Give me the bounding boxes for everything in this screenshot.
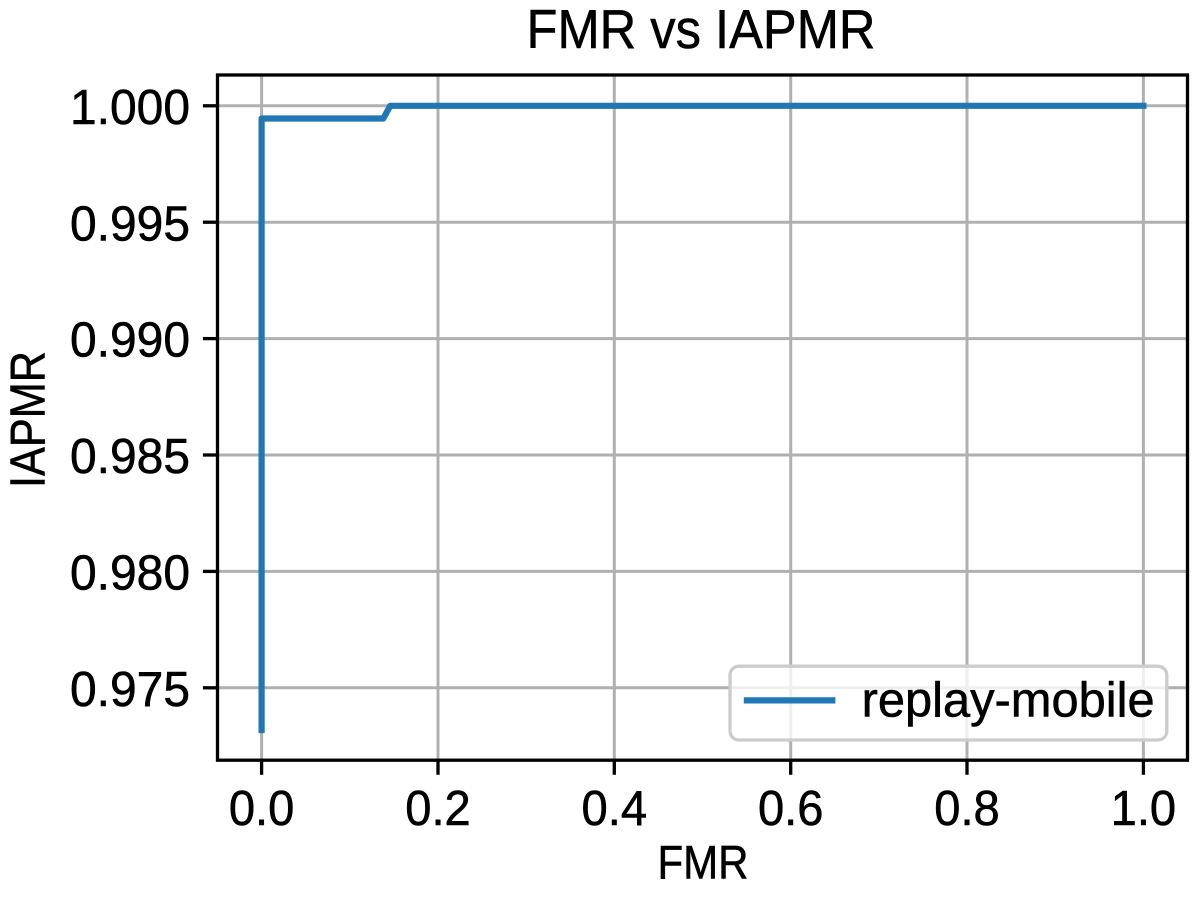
svg-text:0.985: 0.985	[70, 430, 190, 484]
svg-text:0.2: 0.2	[405, 782, 471, 836]
svg-text:0.6: 0.6	[758, 782, 824, 836]
svg-text:1.000: 1.000	[70, 81, 190, 135]
svg-text:0.0: 0.0	[229, 782, 295, 836]
svg-text:FMR vs IAPMR: FMR vs IAPMR	[527, 0, 876, 60]
svg-text:0.995: 0.995	[70, 197, 190, 251]
svg-text:replay-mobile: replay-mobile	[862, 673, 1155, 727]
svg-text:0.4: 0.4	[582, 782, 648, 836]
svg-text:0.980: 0.980	[70, 547, 190, 601]
svg-text:0.975: 0.975	[70, 663, 190, 717]
svg-text:0.990: 0.990	[70, 314, 190, 368]
svg-text:0.8: 0.8	[934, 782, 1000, 836]
svg-text:1.0: 1.0	[1111, 782, 1177, 836]
svg-text:FMR: FMR	[658, 836, 749, 889]
svg-text:IAPMR: IAPMR	[2, 351, 56, 488]
